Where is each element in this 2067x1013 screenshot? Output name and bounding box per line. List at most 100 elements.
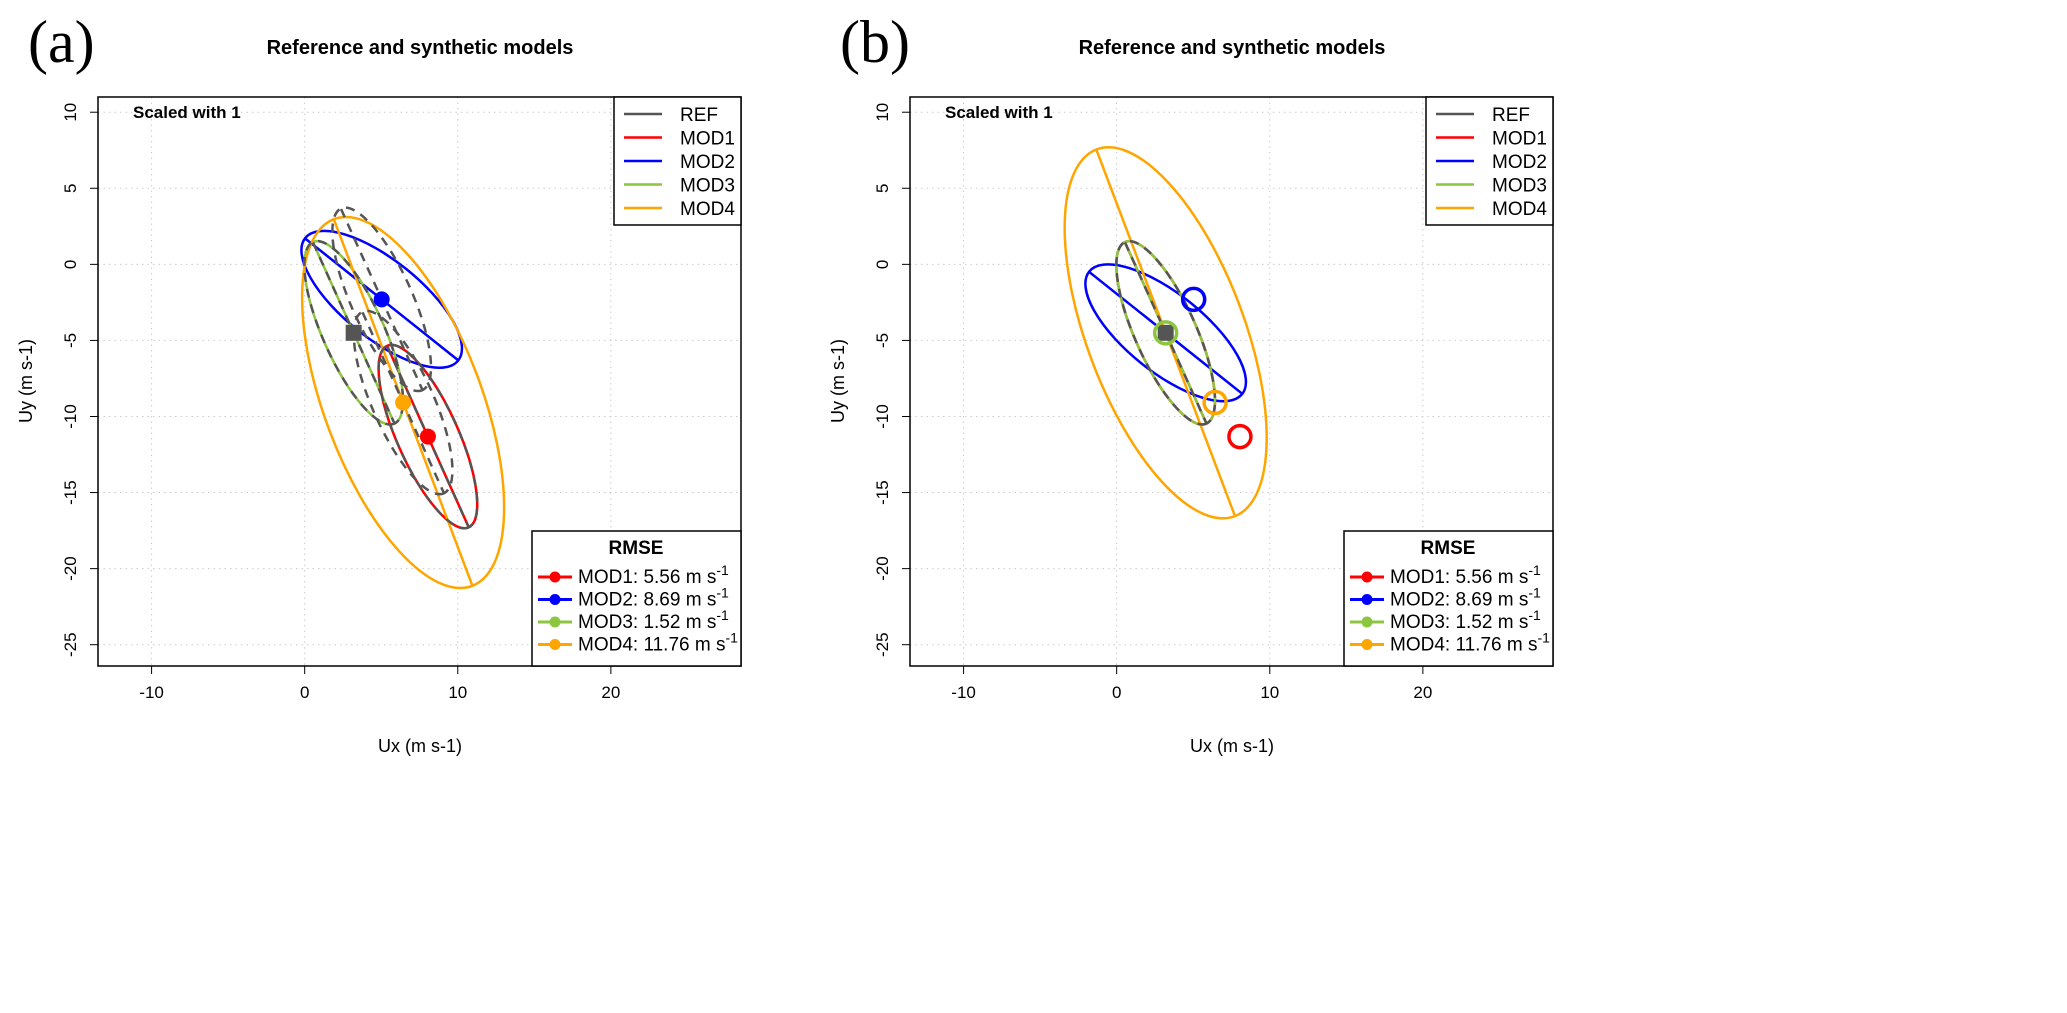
- y-tick-label: 0: [61, 260, 80, 269]
- rmse-entry-text: MOD3: 1.52 m s: [578, 612, 716, 633]
- rmse-swatch-marker: [549, 594, 561, 605]
- rmse-entry: MOD2: 8.69 m s-1: [578, 585, 729, 611]
- rmse-entry-text: MOD2: 8.69 m s: [578, 590, 716, 611]
- y-tick-label: -25: [873, 632, 892, 657]
- y-tick-label: -5: [61, 333, 80, 348]
- rmse-entry: MOD3: 1.52 m s-1: [578, 607, 729, 633]
- legend-label-mod4: MOD4: [1492, 199, 1547, 220]
- mod2-mean-ring: [1180, 286, 1207, 313]
- ref-ellipse: [331, 206, 433, 393]
- rmse-entry: MOD4: 11.76 m s-1: [1390, 630, 1550, 656]
- ref-ellipse: [352, 309, 454, 496]
- rmse-entry-text: MOD4: 11.76 m s: [578, 635, 725, 656]
- rmse-entry-exponent: -1: [716, 585, 729, 601]
- y-tick-label: 5: [61, 184, 80, 193]
- ref-ellipse: [303, 239, 405, 426]
- mod1-mean-point: [419, 428, 436, 445]
- rmse-entry-text: MOD4: 11.76 m s: [1390, 635, 1537, 656]
- legend-label-mod4: MOD4: [680, 199, 735, 220]
- rmse-entry: MOD4: 11.76 m s-1: [578, 630, 738, 656]
- rmse-entry-exponent: -1: [1528, 607, 1541, 623]
- plot-area: [1063, 146, 1268, 520]
- rmse-entry-text: MOD2: 8.69 m s: [1390, 590, 1528, 611]
- x-tick-label: 20: [601, 683, 620, 702]
- y-tick-label: -25: [61, 632, 80, 657]
- rmse-swatch-marker: [1361, 616, 1373, 628]
- scale-annotation: Scaled with 1: [133, 103, 241, 122]
- x-tick-label: 0: [300, 683, 309, 702]
- rmse-entry-exponent: -1: [1537, 630, 1550, 646]
- legend-label-ref: REF: [680, 105, 718, 126]
- rmse-entry-exponent: -1: [725, 630, 738, 646]
- rmse-entry-text: MOD3: 1.52 m s: [1390, 612, 1528, 633]
- rmse-entry-text: MOD1: 5.56 m s: [578, 567, 716, 588]
- legend-label-mod2: MOD2: [680, 152, 735, 173]
- rmse-swatch-marker: [549, 639, 561, 650]
- rmse-entry: MOD1: 5.56 m s-1: [578, 562, 729, 588]
- rmse-swatch-marker: [1361, 594, 1373, 605]
- x-tick-label: -10: [139, 683, 164, 702]
- panel-b: (b) Reference and synthetic models Ux (m s…: [828, 9, 1554, 756]
- y-tick-label: 10: [61, 103, 80, 122]
- panel-label: (b): [840, 9, 910, 75]
- plot-frame: [97, 96, 742, 667]
- legend-label-ref: REF: [1492, 105, 1530, 126]
- rmse-entry-exponent: -1: [716, 562, 729, 578]
- y-tick-label: -5: [873, 333, 892, 348]
- rmse-swatch-marker: [1361, 571, 1373, 583]
- y-tick-label: -10: [61, 404, 80, 429]
- y-axis-label: Uy (m s-1): [828, 339, 848, 423]
- rmse-entry-exponent: -1: [1528, 562, 1541, 578]
- rmse-swatch-marker: [1361, 639, 1373, 650]
- rmse-swatch-marker: [549, 616, 561, 628]
- rmse-entry-text: MOD1: 5.56 m s: [1390, 567, 1528, 588]
- y-tick-label: -15: [873, 480, 892, 505]
- mod2-ellipse: [1084, 263, 1248, 403]
- mod4-ellipse: [1063, 146, 1268, 520]
- x-tick-label: 0: [1112, 683, 1121, 702]
- mod3-mean-ring: [1152, 320, 1179, 346]
- y-tick-label: -20: [61, 556, 80, 581]
- scale-annotation: Scaled with 1: [945, 103, 1053, 122]
- rmse-legend-title: RMSE: [1421, 538, 1476, 559]
- plot-area: [300, 206, 506, 590]
- x-tick-label: 20: [1413, 683, 1432, 702]
- chart-title: Reference and synthetic models: [1079, 37, 1386, 59]
- ref-ellipse: [377, 343, 479, 530]
- y-tick-label: 5: [873, 184, 892, 193]
- legend-label-mod1: MOD1: [680, 129, 735, 150]
- rmse-legend-title: RMSE: [609, 538, 664, 559]
- legend-label-mod1: MOD1: [1492, 129, 1547, 150]
- rmse-entry: MOD2: 8.69 m s-1: [1390, 585, 1541, 611]
- panel-a: (a) Reference and synthetic models Ux (m s…: [16, 9, 742, 756]
- x-axis-label: Ux (m s-1): [1190, 736, 1274, 756]
- chart-title: Reference and synthetic models: [267, 37, 574, 59]
- y-tick-label: -20: [873, 556, 892, 581]
- mod4-ellipse: [300, 215, 506, 590]
- mod2-mean-point: [373, 291, 390, 308]
- plot-frame: [909, 96, 1554, 667]
- y-tick-label: 0: [873, 260, 892, 269]
- mod4-mean-ring: [1202, 389, 1228, 416]
- rmse-entry: MOD3: 1.52 m s-1: [1390, 607, 1541, 633]
- mod4-mean-point: [395, 394, 412, 411]
- panel-label: (a): [28, 9, 95, 75]
- y-tick-label: 10: [873, 103, 892, 122]
- ref-mean-square: [1157, 324, 1174, 341]
- ref-mean-square: [345, 324, 362, 341]
- y-tick-label: -10: [873, 404, 892, 429]
- legend-label-mod3: MOD3: [1492, 176, 1547, 197]
- x-tick-label: 10: [448, 683, 467, 702]
- legend-label-mod3: MOD3: [680, 176, 735, 197]
- rmse-entry-exponent: -1: [716, 607, 729, 623]
- rmse-entry-exponent: -1: [1528, 585, 1541, 601]
- rmse-entry: MOD1: 5.56 m s-1: [1390, 562, 1541, 588]
- legend-label-mod2: MOD2: [1492, 152, 1547, 173]
- ref-ellipse: [1115, 239, 1217, 426]
- x-tick-label: -10: [951, 683, 976, 702]
